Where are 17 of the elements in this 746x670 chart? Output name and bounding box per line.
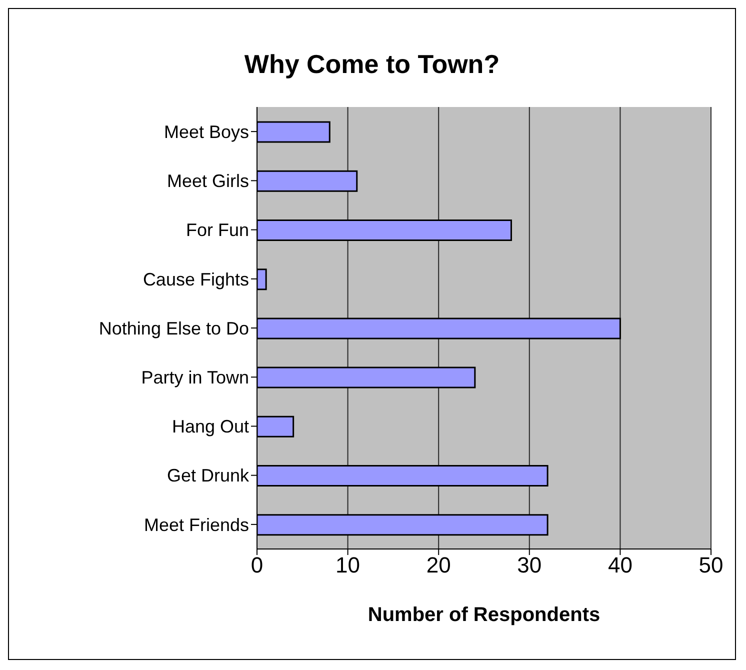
y-tick-label: Meet Friends (144, 514, 249, 535)
y-tick-label: Cause Fights (142, 269, 249, 290)
x-tick-label: 30 (517, 552, 542, 578)
y-tick-label: Meet Girls (166, 171, 249, 192)
y-tick-label: Meet Boys (164, 122, 249, 142)
x-tick-label: 0 (250, 552, 264, 578)
y-tick-label: Get Drunk (166, 466, 250, 486)
chart-title: Why Come to Town? (243, 48, 501, 81)
y-tick-label: For Fun (186, 220, 249, 240)
x-tick-label: 20 (426, 552, 451, 578)
x-axis-title: Number of Respondents (368, 604, 600, 626)
x-tick-label: 50 (698, 552, 724, 578)
y-tick-label: Nothing Else to Do (98, 318, 249, 338)
x-tick-label: 40 (608, 552, 632, 578)
y-tick-label: Party in Town (141, 368, 249, 388)
x-tick-label: 10 (336, 552, 360, 578)
y-tick-label: Hang Out (172, 416, 249, 437)
